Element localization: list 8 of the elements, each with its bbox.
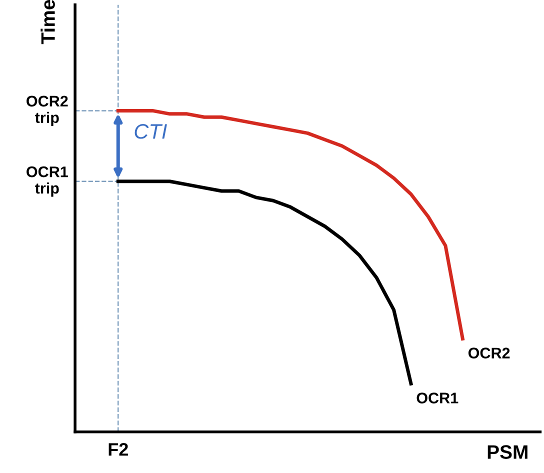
x-axis-title: PSM [488, 445, 528, 459]
series-label: OCR1 [416, 392, 458, 404]
annotation: CTI [134, 124, 167, 139]
series-label: OCR2 [468, 348, 510, 358]
y-axis-title: Time [40, 0, 55, 44]
ref-line-label: OCR2 trip [26, 96, 68, 126]
ref-line-label: OCR1 trip [26, 166, 68, 197]
text: F2 [108, 443, 128, 456]
